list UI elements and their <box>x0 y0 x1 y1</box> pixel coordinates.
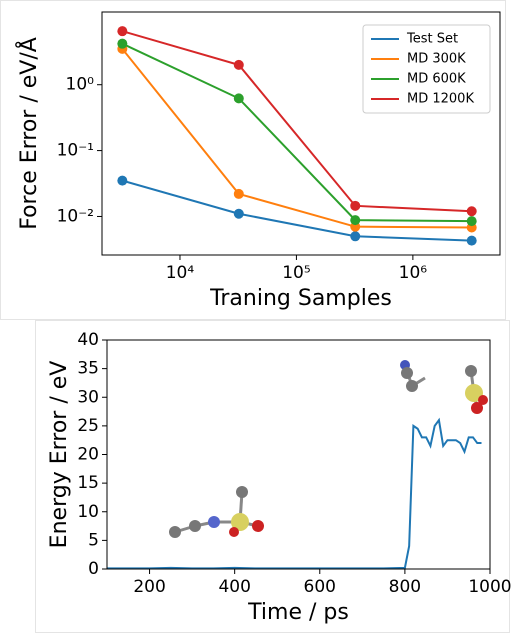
x-axis-label: Traning Samples <box>209 286 392 311</box>
data-point <box>467 236 477 246</box>
y-tick-label: 25 <box>77 416 99 436</box>
data-point <box>350 201 360 211</box>
y-tick-label: 15 <box>77 473 99 493</box>
x-axis-label: Time / ps <box>247 600 349 625</box>
molecule <box>169 360 488 538</box>
data-point <box>467 206 477 216</box>
legend-label: MD 300K <box>407 52 466 67</box>
x-tick-label: 10⁴ <box>166 263 195 283</box>
series-line <box>107 420 481 568</box>
y-tick-label: 0 <box>88 559 99 579</box>
y-tick-label: 10⁻² <box>57 206 94 226</box>
figure: 10⁴ 10⁵ 10⁶ 10⁻² 10⁻¹ 10⁰ Traning Samples Force… <box>0 0 526 633</box>
y-tick-label: 30 <box>77 387 99 407</box>
y-tick-label: 35 <box>77 359 99 379</box>
y-tick-label: 20 <box>77 445 99 465</box>
y-axis-label: Energy Error / eV <box>47 361 72 549</box>
legend-label: MD 600K <box>407 72 466 87</box>
y-tick-label: 5 <box>88 530 99 550</box>
x-tick-label: 800 <box>389 577 421 597</box>
legend-label: MD 1200K <box>407 92 474 107</box>
data-point <box>467 216 477 226</box>
y-tick-label: 10⁻¹ <box>57 141 94 161</box>
y-axis-label: Force Error / eV/Å <box>15 37 42 230</box>
data-point <box>234 189 244 199</box>
x-tick-label: 400 <box>218 577 250 597</box>
data-point <box>350 215 360 225</box>
data-point <box>234 93 244 103</box>
x-tick-label: 600 <box>304 577 336 597</box>
data-point <box>234 60 244 70</box>
data-point <box>234 209 244 219</box>
data-point <box>117 39 127 49</box>
y-tick-label: 10⁰ <box>66 75 95 95</box>
data-point <box>350 231 360 241</box>
x-tick-label: 1000 <box>468 577 511 597</box>
data-point <box>117 26 127 36</box>
plot-frame <box>107 340 490 569</box>
x-tick-label: 10⁶ <box>399 263 428 283</box>
y-tick-label: 40 <box>77 330 99 350</box>
legend-label: Test Set <box>406 32 458 47</box>
x-tick-label: 10⁵ <box>282 263 310 283</box>
data-point <box>117 176 127 186</box>
x-tick-label: 200 <box>133 577 165 597</box>
y-tick-label: 10 <box>77 502 99 522</box>
